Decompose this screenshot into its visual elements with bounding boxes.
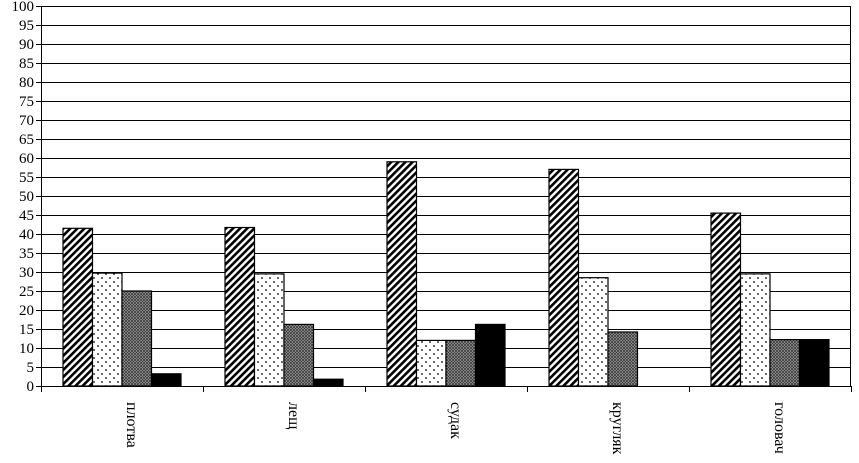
x-category-label: судак bbox=[447, 402, 464, 439]
y-tick-label: 55 bbox=[19, 170, 34, 186]
gridlines bbox=[41, 6, 851, 368]
y-tick-label: 5 bbox=[27, 360, 35, 376]
axes bbox=[36, 6, 852, 392]
bar-судак-4 bbox=[474, 323, 506, 387]
y-tick-label: 25 bbox=[19, 284, 34, 300]
y-tick-label: 80 bbox=[19, 75, 34, 91]
bar-судак-1 bbox=[386, 161, 418, 387]
y-tick-label: 30 bbox=[19, 265, 34, 281]
bar-лещ-4 bbox=[312, 378, 344, 387]
y-tick-label: 70 bbox=[19, 113, 34, 129]
y-tick-label: 0 bbox=[27, 379, 35, 395]
bar-плотва-4 bbox=[150, 373, 182, 387]
bar-головач-4 bbox=[798, 339, 830, 387]
bars bbox=[62, 161, 830, 387]
y-tick-label: 100 bbox=[12, 0, 35, 15]
y-tick-label: 65 bbox=[19, 132, 34, 148]
y-tick-label: 50 bbox=[19, 189, 34, 205]
y-tick-label: 15 bbox=[19, 322, 34, 338]
y-tick-label: 20 bbox=[19, 303, 34, 319]
y-tick-label: 45 bbox=[19, 208, 34, 224]
bar-судак-2 bbox=[415, 339, 447, 387]
bar-головач-2 bbox=[739, 273, 771, 387]
bar-лещ-3 bbox=[283, 323, 315, 387]
bar-кругляк-3 bbox=[607, 331, 639, 387]
bar-плотва-1 bbox=[62, 227, 94, 387]
y-tick-label: 75 bbox=[19, 94, 34, 110]
x-axis-labels: плотва лещ судак кругляк головач bbox=[123, 402, 788, 455]
y-tick-label: 90 bbox=[19, 37, 34, 53]
x-category-label: головач bbox=[771, 402, 788, 454]
x-category-label: плотва bbox=[123, 402, 140, 448]
bar-головач-3 bbox=[769, 339, 801, 387]
y-tick-label: 40 bbox=[19, 227, 34, 243]
bar-головач-1 bbox=[710, 212, 742, 387]
bar-лещ-1 bbox=[224, 226, 256, 387]
y-tick-label: 95 bbox=[19, 18, 34, 34]
y-tick-label: 85 bbox=[19, 56, 34, 72]
y-tick-label: 60 bbox=[19, 151, 34, 167]
x-category-label: лещ bbox=[285, 402, 302, 429]
bar-кругляк-2 bbox=[577, 277, 609, 387]
y-tick-label: 10 bbox=[19, 341, 34, 357]
x-category-label: кругляк bbox=[609, 402, 626, 455]
bar-плотва-3 bbox=[121, 290, 153, 387]
bar-кругляк-1 bbox=[548, 168, 580, 387]
bar-лещ-2 bbox=[253, 273, 285, 387]
y-axis-ticks: 0 5 10 15 20 25 30 35 40 45 50 55 60 65 70 75 80 85 90 95 10… bbox=[12, 0, 35, 395]
bar-плотва-2 bbox=[91, 272, 123, 387]
plot-frame bbox=[41, 6, 851, 387]
y-tick-label: 35 bbox=[19, 246, 34, 262]
bar-судак-3 bbox=[445, 339, 477, 387]
